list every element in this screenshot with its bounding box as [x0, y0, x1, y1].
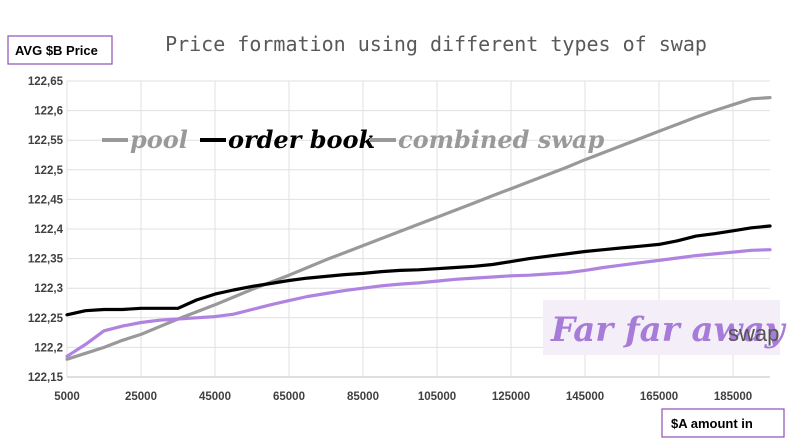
- y-tick-labels: 122,15 122,2 122,25 122,3 122,35 122,4 122,45 1…: [28, 76, 64, 384]
- legend-label-pool: pool: [130, 125, 188, 154]
- x-tick-labels: 5000 25000 45000 65000 85000 105000 125000 1450…: [54, 391, 752, 403]
- y-tick-label: 122,5: [34, 165, 63, 177]
- x-tick-label: 25000: [125, 391, 157, 403]
- x-tick-label: 185000: [714, 391, 752, 403]
- x-tick-label: 145000: [566, 391, 604, 403]
- x-tick-label: 65000: [273, 391, 305, 403]
- y-tick-label: 122,2: [34, 342, 63, 354]
- y-tick-label: 122,6: [34, 106, 63, 118]
- legend-label-order-book: order book: [228, 125, 375, 154]
- series-line-order-book: [65, 224, 772, 317]
- x-tick-label: 45000: [199, 391, 231, 403]
- y-tick-label: 122,45: [28, 194, 64, 206]
- x-tick-label: 5000: [54, 391, 80, 403]
- brand-logo-text: Far far away: [550, 310, 787, 350]
- series-line-pool: [65, 95, 772, 361]
- x-axis-title-box: $A amount in: [661, 408, 785, 438]
- y-tick-label: 122,3: [34, 283, 63, 295]
- brand-logo: Far far away swap: [543, 300, 787, 355]
- brand-logo-sub: swap: [728, 321, 779, 346]
- x-axis-title: $A amount in: [671, 416, 753, 431]
- y-tick-label: 122,65: [28, 76, 64, 88]
- x-tick-label: 165000: [640, 391, 678, 403]
- chart-title: Price formation using different types of…: [165, 32, 707, 56]
- legend: pool order book combined swap: [102, 125, 604, 154]
- y-tick-label: 122,55: [28, 135, 64, 147]
- y-tick-label: 122,35: [28, 254, 64, 266]
- x-tick-label: 105000: [418, 391, 456, 403]
- x-tick-label: 125000: [492, 391, 530, 403]
- grid-lines: [66, 80, 770, 378]
- y-axis-title: AVG $B Price: [15, 43, 98, 58]
- series-lines: [65, 95, 772, 361]
- x-tick-label: 85000: [347, 391, 379, 403]
- y-axis-title-box: AVG $B Price: [7, 35, 113, 65]
- y-tick-label: 122,15: [28, 372, 64, 384]
- series-line-combined-swap: [65, 248, 772, 358]
- legend-label-combined-swap: combined swap: [398, 125, 604, 154]
- y-tick-label: 122,25: [28, 313, 64, 325]
- y-tick-label: 122,4: [34, 224, 63, 236]
